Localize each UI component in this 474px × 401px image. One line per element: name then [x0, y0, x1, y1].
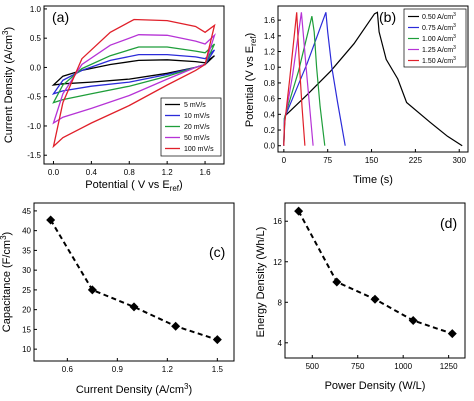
panel-d-point-0: [294, 206, 304, 216]
legend-a-label-3: 50 mV/s: [184, 135, 210, 142]
panel-a-xlabel: Potential ( V vs Eref): [85, 179, 182, 193]
legend-b-label-4: 1.50 A/cm3: [422, 56, 456, 65]
legend-b-label-2: 1.00 A/cm3: [422, 34, 456, 43]
panel-c-ytick-label: 40: [22, 227, 31, 236]
panel-c-ytick-label: 30: [22, 266, 31, 275]
panel-c-xtick-label: 1.2: [162, 365, 174, 374]
panel-c-ytick-label: 10: [22, 345, 31, 354]
panel-b-ytick-label: 0.4: [264, 110, 276, 119]
panel-b-ytick-label: 0.8: [264, 79, 276, 88]
panel-b-xlabel: Time (s): [353, 174, 393, 186]
panel-c-frame: [33, 202, 235, 362]
panel-b-xtick-label: 225: [409, 156, 423, 165]
panel-b-xtick-label: 150: [365, 156, 379, 165]
cv-curve-4: [52, 18, 216, 149]
gcd-curve-3: [283, 12, 314, 146]
panel-b-ytick-label: 1.0: [264, 63, 276, 72]
panel-d-ytick-label: 16: [273, 217, 282, 226]
panel-d-ylabel: Energy Density (Wh/L): [255, 227, 267, 338]
panel-b-label: (b): [379, 9, 396, 25]
gcd-curve-4: [283, 12, 306, 146]
panel-a-xtick-label: 0.8: [124, 168, 136, 177]
panel-c-label: (c): [209, 244, 225, 260]
panel-c-xlabel: Current Density (A/cm3): [76, 382, 192, 396]
panel-a-ytick-label: -0.5: [27, 93, 41, 102]
panel-c-ytick-label: 35: [22, 246, 31, 255]
panel-b-xtick-label: 75: [323, 156, 332, 165]
panel-b-xtick-label: 300: [453, 156, 467, 165]
panel-a-frame: [43, 5, 225, 165]
panel-d-xtick-label: 1000: [394, 362, 412, 371]
panel-b-legend: 0.50 A/cm3 0.75 A/cm3 1.00 A/cm3 1.25 A/cm3…: [403, 8, 467, 68]
panel-a: 0.0 0.4 0.8 1.2 1.6 -1.5 -1.0 -0.5 0.0 0.5 1.0 (a)…: [1, 5, 225, 193]
panel-d: 500 750 1000 1250 4 8 12 16 (d) Power Density (…: [255, 202, 466, 392]
panel-a-label: (a): [52, 9, 69, 25]
legend-b-label-3: 1.25 A/cm3: [422, 45, 456, 54]
panel-d-label: (d): [440, 215, 457, 231]
panel-d-point-1: [332, 277, 342, 287]
panel-d-point-4: [447, 329, 457, 339]
panel-a-xtick-label: 1.2: [162, 168, 174, 177]
panel-c-ylabel: Capacitance (F/cm3): [0, 232, 13, 332]
panel-b-ytick-label: 0.6: [264, 95, 276, 104]
panel-d-xtick-label: 750: [351, 362, 365, 371]
panel-d-ytick-label: 12: [273, 258, 282, 267]
panel-d-ytick-label: 4: [278, 339, 283, 348]
panel-c-point-0: [46, 215, 56, 225]
panel-c-xtick-label: 0.6: [62, 365, 74, 374]
panel-b-ytick-label: 1.2: [264, 48, 276, 57]
panel-b-ytick-label: 1.6: [264, 16, 276, 25]
panel-d-point-3: [408, 316, 418, 326]
panel-b-ytick-label: 1.4: [264, 32, 276, 41]
panel-c-point-3: [171, 321, 181, 331]
legend-b-label-1: 0.75 A/cm3: [422, 23, 456, 32]
panel-a-legend: 5 mV/s 10 mV/s 20 mV/s 50 mV/s 100 mV/s: [160, 97, 222, 157]
panel-c-xtick-label: 1.5: [212, 365, 224, 374]
legend-a-label-4: 100 mV/s: [184, 146, 214, 153]
panel-a-xtick-label: 1.6: [199, 168, 211, 177]
panel-c-ytick-label: 15: [22, 325, 31, 334]
panel-b: 0 75 150 225 3000.00.20.40.60.81.01.21.41.6 …: [244, 5, 469, 186]
legend-a-label-2: 20 mV/s: [184, 124, 210, 131]
panel-d-dashed-line: [297, 210, 453, 335]
panel-b-xtick-label: 0: [282, 156, 287, 165]
panel-c-ytick-label: 45: [22, 207, 31, 216]
panel-a-ytick-label: 0.5: [30, 34, 42, 43]
panel-d-ytick-label: 8: [278, 298, 283, 307]
panel-a-ytick-label: -1.5: [27, 151, 41, 160]
panel-a-ytick-label: 0.0: [30, 63, 42, 72]
panel-a-ytick-label: -1.0: [27, 122, 41, 131]
panel-a-xtick-label: 0.4: [86, 168, 98, 177]
panel-c-dashed-line: [49, 219, 218, 341]
panel-d-point-2: [370, 294, 380, 304]
panel-a-xtick-label: 0.0: [48, 168, 60, 177]
panel-d-frame: [284, 202, 466, 359]
panel-a-ylabel: Current Density (A/cm3): [1, 27, 15, 143]
panel-b-ylabel: Potential (V vs Eref): [244, 33, 258, 127]
panel-c: 0.6 0.9 1.2 1.5 10 15 20 25 30 35 40 45 (c) Current…: [0, 202, 235, 396]
panel-d-xtick-label: 1250: [440, 362, 458, 371]
legend-a-label-0: 5 mV/s: [184, 102, 206, 109]
panel-b-frame: [277, 5, 469, 153]
panel-c-point-1: [87, 285, 97, 295]
panel-b-ytick-label: 0.0: [264, 142, 276, 151]
cv-curve-3: [52, 33, 216, 125]
panel-c-ytick-label: 25: [22, 286, 31, 295]
panel-c-xtick-label: 0.9: [112, 365, 124, 374]
panel-c-ytick-label: 20: [22, 306, 31, 315]
gcd-curve-1: [283, 12, 346, 146]
panel-c-point-2: [129, 302, 139, 312]
panel-b-ytick-label: 0.2: [264, 126, 276, 135]
gcd-curve-0: [283, 11, 463, 147]
panel-a-ytick-label: 1.0: [30, 5, 42, 14]
panel-d-xlabel: Power Density (W/L): [325, 380, 426, 392]
panel-c-point-4: [212, 335, 222, 345]
legend-a-label-1: 10 mV/s: [184, 113, 210, 120]
legend-b-label-0: 0.50 A/cm3: [422, 12, 456, 21]
panel-d-xtick-label: 500: [306, 362, 320, 371]
cv-curve-0: [51, 55, 215, 86]
